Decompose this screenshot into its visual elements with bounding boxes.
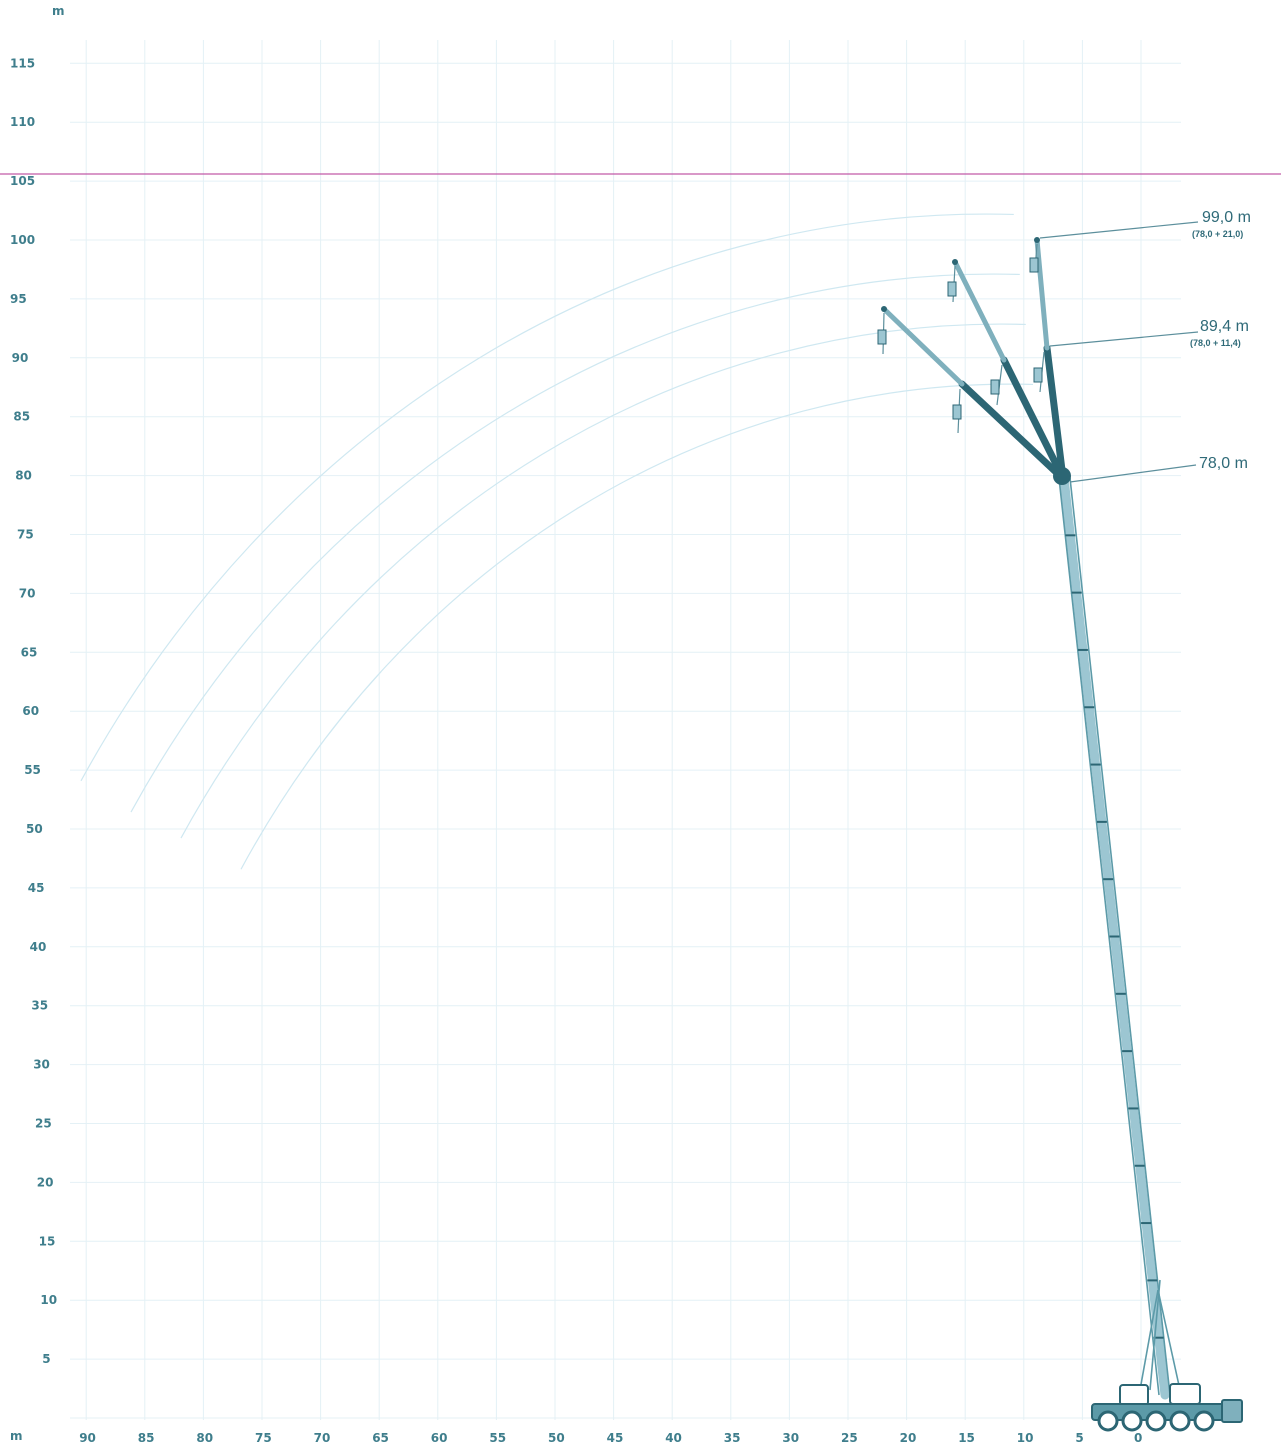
boom-lattice-marks <box>1065 534 1164 1339</box>
annotation-99m-label: 99,0 m <box>1202 209 1251 226</box>
jib-position-1 <box>1029 237 1066 474</box>
annotation-78m: 78,0 m <box>1069 455 1248 483</box>
range-curve <box>80 213 1014 782</box>
y-tick-label: 75 <box>17 528 34 542</box>
y-tick-label: 60 <box>22 704 39 718</box>
y-tick-label: 45 <box>28 881 45 895</box>
crane <box>877 237 1243 1432</box>
jib-position-3 <box>877 306 1062 478</box>
y-tick-label: 105 <box>10 174 35 188</box>
annotation-89m: 89,4 m (78,0 + 11,4) <box>1049 318 1249 348</box>
y-tick-label: 15 <box>39 1234 56 1248</box>
wheel <box>1097 1410 1119 1432</box>
wheel <box>1193 1410 1215 1432</box>
grid-lines <box>70 40 1181 1420</box>
y-tick-label: 90 <box>12 351 29 365</box>
y-tick-label: 20 <box>37 1175 54 1189</box>
y-tick-label: 35 <box>31 999 48 1013</box>
x-tick-label: 15 <box>958 1431 975 1445</box>
x-tick-label: 20 <box>900 1431 917 1445</box>
y-tick-label: 65 <box>21 645 38 659</box>
y-axis-unit: m <box>52 4 65 18</box>
x-tick-label: 90 <box>79 1431 96 1445</box>
x-tick-label: 75 <box>255 1431 272 1445</box>
range-curve <box>130 273 1020 813</box>
x-axis-ticks: 90 85 80 75 70 65 60 55 50 45 40 35 30 25 20 15 10 5 0 <box>79 1431 1142 1445</box>
x-tick-label: 70 <box>314 1431 331 1445</box>
jib-position-2 <box>947 259 1064 476</box>
x-tick-label: 35 <box>724 1431 741 1445</box>
working-range-curves <box>80 213 1034 870</box>
x-tick-label: 80 <box>196 1431 213 1445</box>
y-tick-label: 95 <box>10 292 27 306</box>
x-tick-label: 5 <box>1075 1431 1083 1445</box>
range-curve <box>240 383 1034 870</box>
x-tick-label: 25 <box>841 1431 858 1445</box>
wheel <box>1145 1410 1167 1432</box>
wheel <box>1121 1410 1143 1432</box>
x-tick-label: 50 <box>548 1431 565 1445</box>
y-tick-label: 30 <box>33 1058 50 1072</box>
y-tick-label: 115 <box>10 56 35 70</box>
y-tick-label: 110 <box>10 115 35 129</box>
jib-pivot <box>1053 467 1071 485</box>
y-tick-label: 100 <box>10 233 35 247</box>
y-tick-label: 5 <box>42 1352 50 1366</box>
y-tick-label: 85 <box>13 410 30 424</box>
annotation-99m: 99,0 m (78,0 + 21,0) <box>1039 209 1251 239</box>
carrier-wheels <box>1097 1410 1215 1432</box>
x-tick-label: 30 <box>782 1431 799 1445</box>
crane-carrier <box>1091 1383 1243 1432</box>
annotation-78m-label: 78,0 m <box>1199 455 1248 472</box>
x-tick-label: 60 <box>431 1431 448 1445</box>
luffing-frame <box>1139 1279 1181 1391</box>
x-tick-label: 40 <box>665 1431 682 1445</box>
x-tick-label: 0 <box>1134 1431 1142 1445</box>
annotation-99m-sub: (78,0 + 21,0) <box>1192 229 1243 239</box>
y-tick-label: 10 <box>40 1293 57 1307</box>
y-tick-label: 70 <box>19 586 36 600</box>
annotation-89m-label: 89,4 m <box>1200 318 1249 335</box>
y-tick-label: 80 <box>15 469 32 483</box>
y-axis-ticks: 1151101051009590858075706560555045403530… <box>10 56 57 1366</box>
y-tick-label: 50 <box>26 822 43 836</box>
x-tick-label: 45 <box>607 1431 624 1445</box>
x-tick-label: 85 <box>138 1431 155 1445</box>
x-tick-label: 10 <box>1017 1431 1034 1445</box>
x-axis-unit: m <box>10 1429 23 1443</box>
annotation-89m-sub: (78,0 + 11,4) <box>1190 338 1241 348</box>
y-tick-label: 55 <box>24 763 41 777</box>
x-tick-label: 65 <box>372 1431 389 1445</box>
x-tick-label: 55 <box>489 1431 506 1445</box>
range-curve <box>180 323 1026 839</box>
main-boom <box>1058 473 1171 1400</box>
wheel <box>1169 1410 1191 1432</box>
y-tick-label: 40 <box>30 940 47 954</box>
y-tick-label: 25 <box>35 1117 52 1131</box>
